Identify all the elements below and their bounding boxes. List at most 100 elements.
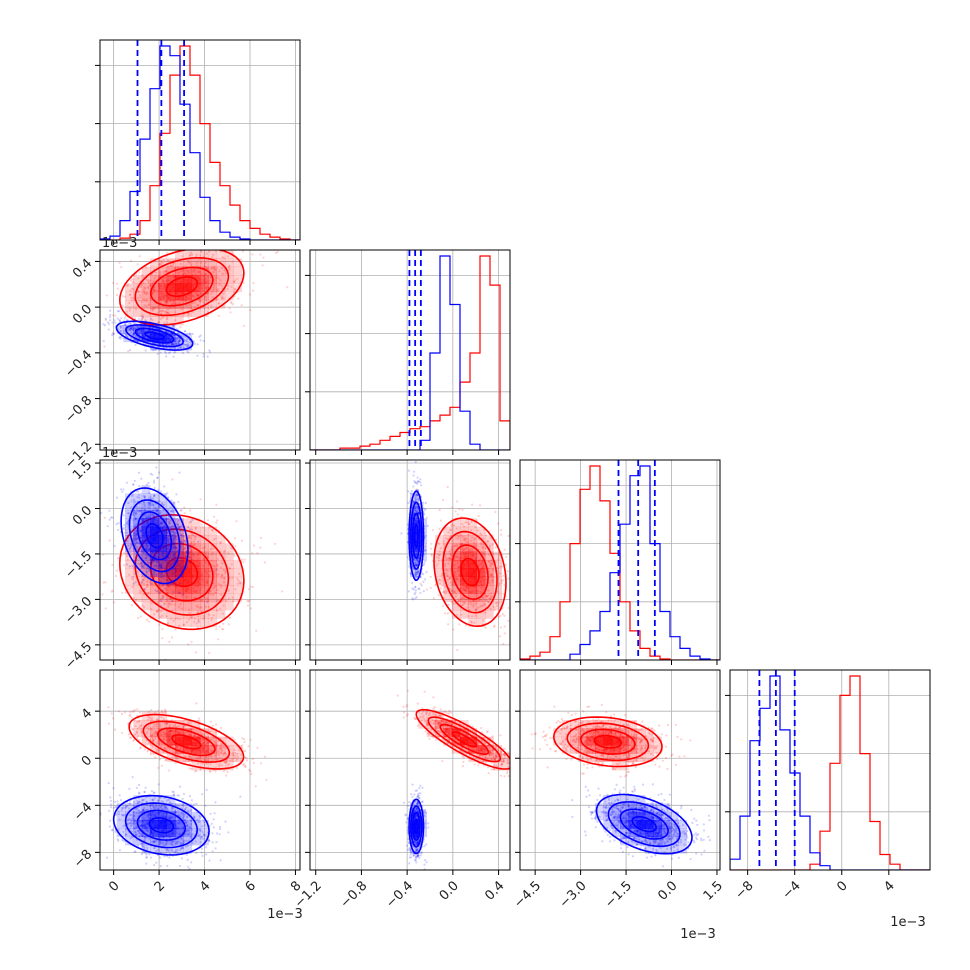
- series_b-point: [165, 300, 168, 303]
- series_b-point: [218, 270, 221, 273]
- series_b-point: [149, 279, 152, 282]
- series_a-contour: [115, 320, 194, 351]
- series_a-point: [152, 504, 155, 507]
- series_b-point: [208, 279, 211, 282]
- series_a-point: [134, 512, 138, 515]
- series_a-point: [121, 490, 124, 493]
- series_b-point: [455, 577, 458, 580]
- series_b-density-cell: [166, 601, 176, 611]
- series_b-point: [498, 635, 502, 638]
- series_b-density-cell: [150, 308, 159, 318]
- series_b-point: [489, 573, 492, 577]
- series_b-density-cell: [468, 618, 478, 628]
- series_b-point: [463, 525, 466, 528]
- series_b-density-cell: [451, 535, 461, 544]
- series_a-point: [133, 532, 136, 535]
- series_a-point: [135, 538, 138, 541]
- series_a-point: [142, 565, 145, 569]
- series_a-point: [185, 339, 188, 342]
- series_b-point: [101, 593, 104, 596]
- series_b-point: [491, 595, 494, 598]
- series_b-density-cell: [460, 518, 469, 528]
- series_b-point: [274, 542, 277, 545]
- series_a-point: [186, 344, 189, 347]
- series_a-point: [172, 591, 175, 594]
- series_a-point: [133, 540, 136, 543]
- series_b-point: [165, 300, 168, 304]
- histogram-series-b: [100, 45, 300, 240]
- series_b-point: [443, 543, 446, 546]
- series_b-point: [456, 578, 459, 581]
- series_a-point: [125, 323, 128, 326]
- series_a-point: [145, 553, 148, 556]
- series_a-point: [156, 510, 159, 513]
- series_b-point: [212, 586, 215, 589]
- series_b-point: [491, 559, 494, 562]
- series_b-point: [212, 515, 216, 518]
- series_b-point: [500, 565, 503, 568]
- series_b-point: [128, 573, 131, 576]
- series_b-point: [204, 605, 207, 608]
- series_b-point: [188, 254, 191, 257]
- series_a-point: [412, 501, 415, 504]
- series_a-point: [161, 596, 164, 600]
- series_b-point: [141, 604, 144, 607]
- series_a-density-cell: [158, 526, 168, 536]
- series_b-point: [501, 612, 504, 616]
- series_a-point: [178, 337, 181, 340]
- series_a-point: [116, 317, 119, 320]
- series_b-point: [206, 556, 209, 559]
- series_b-point: [225, 599, 228, 603]
- series_a-density-cell: [141, 551, 151, 561]
- series_a-point: [178, 591, 181, 595]
- series_a-point: [129, 328, 132, 331]
- series_b-point: [485, 599, 488, 602]
- series_a-point: [158, 471, 161, 474]
- series_b-point: [450, 589, 453, 593]
- series_b-point: [440, 587, 443, 590]
- series_a-point: [167, 517, 170, 521]
- series_b-density-cell: [183, 576, 193, 586]
- series_b-point: [115, 574, 118, 578]
- series_b-point: [167, 622, 170, 625]
- series_b-point: [180, 533, 183, 536]
- series_b-density-cell: [233, 560, 243, 569]
- series_a-point: [160, 565, 163, 568]
- series_b-point: [486, 539, 489, 542]
- series_a-point: [133, 322, 136, 325]
- series_a-point: [132, 328, 135, 331]
- series_a-point: [169, 510, 172, 513]
- series_a-point: [138, 527, 141, 530]
- series_b-point: [216, 557, 219, 561]
- series_b-density-cell: [208, 283, 218, 293]
- series_b-point: [192, 544, 195, 547]
- series_b-point: [193, 535, 197, 539]
- series_a-point: [167, 548, 170, 551]
- series_b-point: [137, 296, 140, 300]
- series_b-point: [461, 523, 464, 526]
- series_b-density-cell: [225, 283, 234, 293]
- series_b-point: [166, 311, 169, 314]
- series_a-point: [138, 494, 141, 497]
- series_b-density-cell: [150, 610, 159, 619]
- series_a-point: [147, 501, 150, 504]
- series_b-density-cell: [451, 551, 461, 561]
- series_b-contours: [118, 250, 245, 326]
- series_b-point: [438, 557, 441, 560]
- series_a-point: [175, 342, 178, 346]
- series_b-point: [473, 537, 476, 540]
- series_b-point: [191, 253, 194, 256]
- series_b-density-cell: [183, 283, 193, 293]
- series_a-point: [166, 561, 169, 564]
- series_b-point: [489, 537, 492, 540]
- series_a-contour: [125, 324, 185, 348]
- series_b-density-cell: [191, 266, 201, 276]
- series_a-point: [176, 343, 179, 346]
- series_b-point: [123, 551, 126, 554]
- series_a-point: [164, 587, 167, 590]
- series_a-point: [133, 514, 136, 518]
- series_a-point: [132, 513, 135, 516]
- series_b-point: [217, 314, 220, 317]
- series_b-point: [147, 287, 150, 290]
- series_a-point: [416, 494, 419, 497]
